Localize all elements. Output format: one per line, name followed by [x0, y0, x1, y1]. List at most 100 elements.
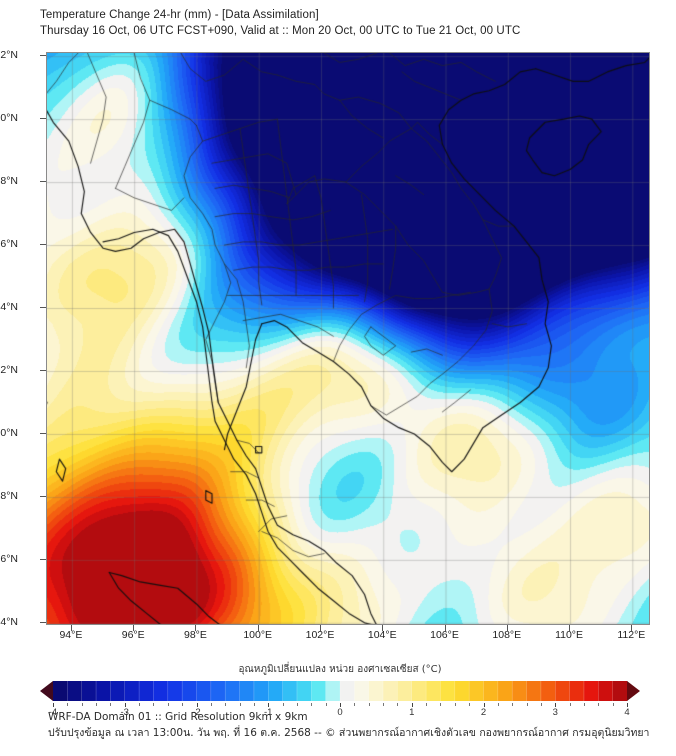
- colorbar-tick-label: 4: [624, 707, 630, 718]
- y-axis-tick-label: 20°N: [0, 112, 18, 125]
- colorbar-tick-mark: [555, 703, 557, 707]
- y-axis-tick-mark: [40, 558, 46, 560]
- colorbar-tick-mark: [411, 703, 413, 707]
- map-frame: [46, 52, 650, 625]
- colorbar-tick-mark: [340, 703, 341, 707]
- colorbar-minor-tick: [526, 703, 528, 706]
- colorbar-minor-tick: [296, 703, 298, 706]
- x-axis-tick-mark: [257, 625, 259, 631]
- x-axis-tick-mark: [506, 625, 508, 631]
- x-axis-tick-mark: [382, 625, 384, 631]
- colorbar-tick-label: 1: [409, 707, 415, 718]
- x-axis-tick-label: 104°E: [367, 629, 397, 641]
- colorbar-minor-tick: [210, 703, 212, 706]
- page-title: Temperature Change 24-hr (mm) - [Data As…: [40, 9, 319, 21]
- y-axis-tick-mark: [40, 307, 46, 309]
- colorbar-minor-tick: [139, 703, 141, 706]
- colorbar-tick-label: 0: [337, 707, 343, 718]
- colorbar-minor-tick: [397, 703, 399, 706]
- y-axis-tick-mark: [40, 55, 46, 57]
- footer-domain-info: WRF-DA Domain 01 :: Grid Resolution 9km …: [48, 711, 308, 723]
- colorbar-minor-tick: [440, 703, 442, 706]
- colorbar-minor-tick: [325, 703, 327, 706]
- colorbar-minor-tick: [512, 703, 514, 706]
- footer-attribution: ปรับปรุงข้อมูล ณ เวลา 13:00น. วัน พฤ. ที…: [48, 727, 650, 740]
- colorbar-minor-tick: [497, 703, 499, 706]
- x-axis-tick-label: 112°E: [617, 629, 646, 641]
- x-axis-tick-label: 110°E: [555, 629, 584, 641]
- x-axis-tick-label: 102°E: [305, 629, 335, 641]
- y-axis-tick-mark: [40, 621, 46, 623]
- x-axis-tick-label: 98°E: [183, 629, 207, 641]
- y-axis-tick-label: 12°N: [0, 363, 18, 376]
- colorbar-tick-label: -4: [48, 707, 58, 718]
- colorbar-minor-tick: [282, 703, 284, 706]
- colorbar-tick-mark: [483, 703, 485, 707]
- colorbar-minor-tick: [454, 703, 456, 706]
- colorbar-tick-mark: [53, 703, 54, 707]
- colorbar-tick-mark: [268, 703, 270, 707]
- colorbar-minor-tick: [569, 703, 571, 706]
- coastline-and-grid-overlay: [47, 53, 649, 624]
- colorbar-tick-mark: [124, 703, 126, 707]
- colorbar-minor-tick: [383, 703, 385, 706]
- x-axis-tick-label: 96°E: [121, 629, 145, 641]
- colorbar-minor-tick: [225, 703, 227, 706]
- y-axis-tick-label: 18°N: [0, 175, 18, 188]
- colorbar-minor-tick: [81, 703, 83, 706]
- y-axis-tick-label: 8°N: [0, 489, 18, 502]
- colorbar-tick-label: 3: [552, 707, 558, 718]
- y-axis-tick-mark: [40, 432, 46, 434]
- colorbar-minor-tick: [182, 703, 184, 706]
- y-axis-tick-mark: [40, 244, 46, 246]
- colorbar-title: อุณหภูมิเปลี่ยนแปลง หน่วย องศาเซลเซียส (…: [238, 664, 442, 675]
- colorbar-minor-tick: [110, 703, 112, 706]
- colorbar-minor-tick: [426, 703, 428, 706]
- colorbar-block: อุณหภูมิเปลี่ยนแปลง หน่วย องศาเซลเซียส (…: [40, 662, 640, 719]
- y-axis-tick-mark: [40, 369, 46, 371]
- x-axis-tick-mark: [631, 625, 633, 631]
- y-axis-tick-label: 16°N: [0, 238, 18, 251]
- chart-title-block: Temperature Change 24-hr (mm) - [Data As…: [40, 7, 520, 40]
- map-plot-area: [46, 52, 650, 625]
- x-axis-tick-label: 100°E: [243, 629, 273, 641]
- colorbar-ticks: -4 -3 -2 -1 0 1 2 3 4: [40, 703, 640, 719]
- colorbar-minor-tick: [96, 703, 98, 706]
- y-axis-tick-label: 10°N: [0, 426, 18, 439]
- colorbar-minor-tick: [167, 703, 169, 706]
- colorbar-tick-label: -1: [264, 707, 273, 718]
- colorbar-tick-label: -2: [192, 707, 201, 718]
- y-axis-tick-label: 14°N: [0, 301, 18, 314]
- x-axis-tick-label: 94°E: [59, 629, 83, 641]
- y-axis-tick-label: 6°N: [0, 552, 18, 565]
- colorbar-minor-tick: [311, 703, 313, 706]
- x-axis-tick-mark: [444, 625, 446, 631]
- colorbar-minor-tick: [598, 703, 600, 706]
- y-axis-tick-label: 22°N: [0, 49, 18, 62]
- footer-block: WRF-DA Domain 01 :: Grid Resolution 9km …: [48, 709, 649, 742]
- y-axis-tick-mark: [40, 181, 46, 183]
- x-axis-tick-label: 106°E: [430, 629, 459, 641]
- colorbar-minor-tick: [153, 703, 155, 706]
- colorbar-minor-tick: [253, 703, 255, 706]
- x-axis-tick-mark: [319, 625, 321, 631]
- colorbar-minor-tick: [469, 703, 471, 706]
- x-axis-tick-mark: [195, 625, 197, 631]
- x-axis-tick-mark: [569, 625, 571, 631]
- y-axis-tick-label: 4°N: [0, 615, 18, 628]
- colorbar-minor-tick: [67, 703, 69, 706]
- colorbar-gradient: [40, 680, 640, 702]
- colorbar-row: [40, 680, 640, 702]
- forecast-validity-subtitle: Thursday 16 Oct, 06 UTC FCST+090, Valid …: [40, 25, 521, 38]
- colorbar-minor-tick: [368, 703, 370, 706]
- colorbar-minor-tick: [540, 703, 542, 706]
- y-axis-tick-mark: [40, 118, 46, 120]
- colorbar-minor-tick: [612, 703, 614, 706]
- colorbar-minor-tick: [239, 703, 241, 706]
- colorbar-tick-mark: [627, 703, 628, 707]
- x-axis-tick-label: 108°E: [492, 629, 522, 641]
- x-axis-tick-mark: [70, 625, 72, 631]
- colorbar-tick-label: 2: [480, 707, 487, 718]
- y-axis-tick-mark: [40, 495, 46, 497]
- x-axis-tick-mark: [133, 625, 135, 631]
